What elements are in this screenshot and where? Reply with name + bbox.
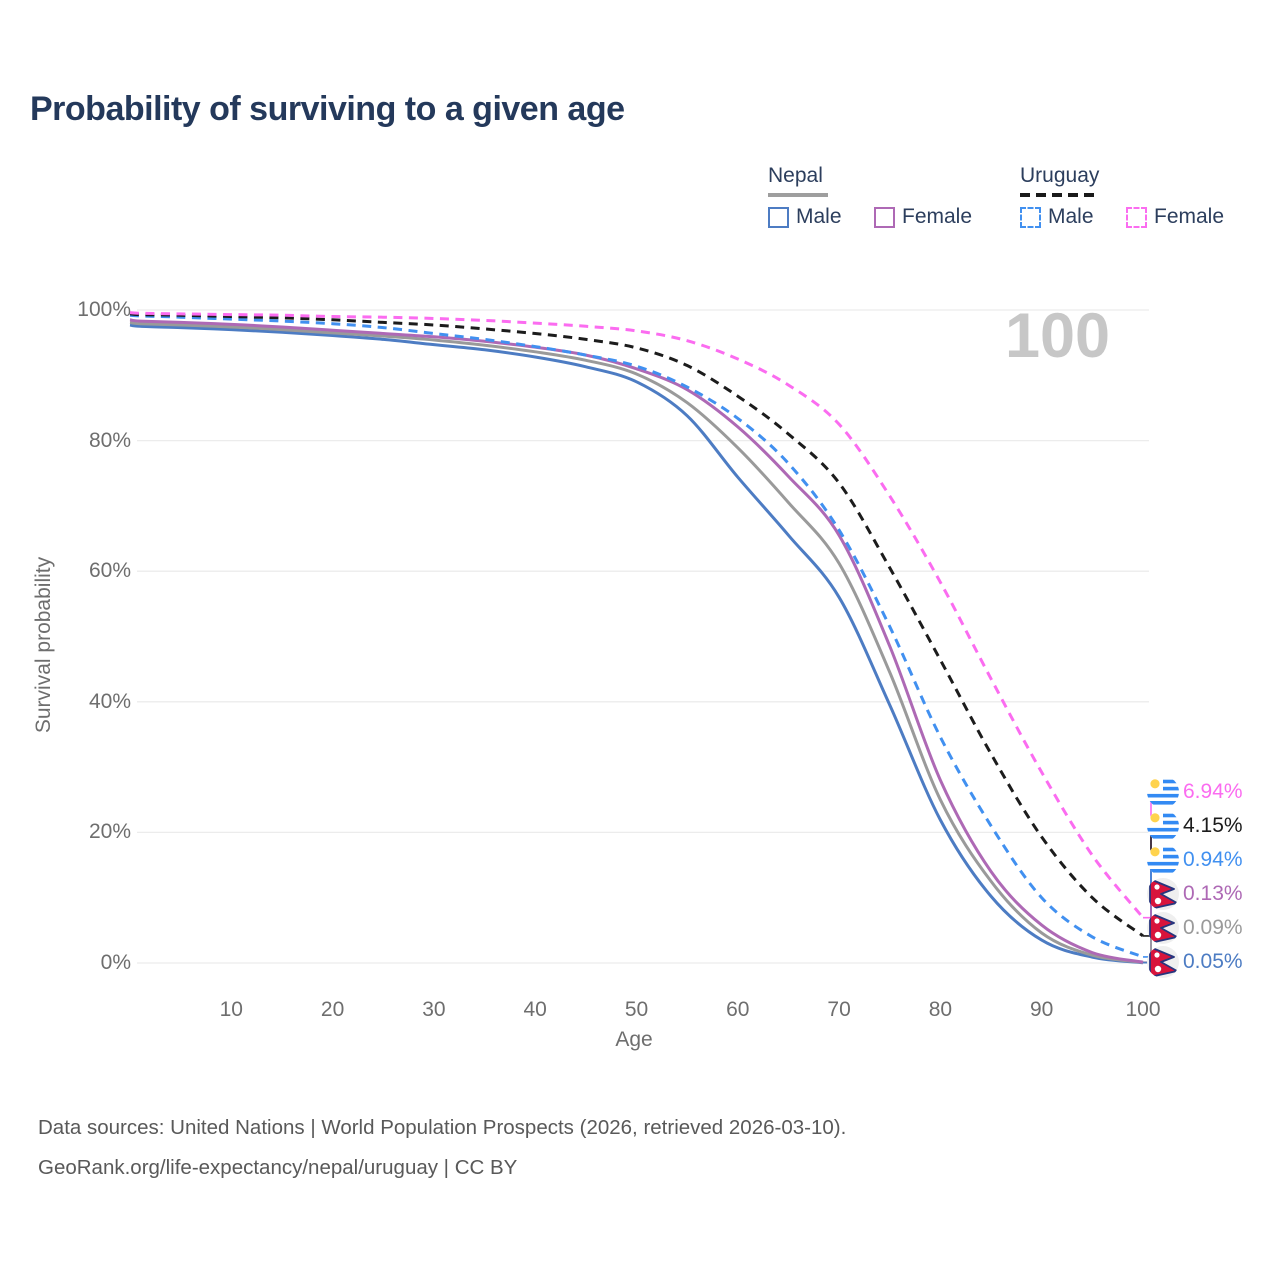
y-axis-tick-label: 60% <box>88 559 131 583</box>
legend-swatch-nepal-female <box>874 206 895 228</box>
legend-group-label-uruguay: Uruguay <box>1020 164 1100 187</box>
legend-item-label: Male <box>796 205 842 228</box>
nepal-flag-icon <box>1147 946 1179 978</box>
legend-item-nepal-female[interactable]: Female <box>874 205 972 229</box>
y-axis-tick-label: 100% <box>77 298 131 321</box>
legend-underline-uruguay <box>1020 193 1099 197</box>
x-axis-tick-label: 40 <box>523 998 547 1021</box>
legend-underline-nepal <box>768 193 828 197</box>
x-axis-title: Age <box>615 1028 653 1051</box>
y-axis-tick-label: 40% <box>88 689 131 713</box>
x-axis-tick-label: 80 <box>928 998 953 1021</box>
end-value-label: 4.15% <box>1183 814 1243 837</box>
footer: Data sources: United Nations | World Pop… <box>38 1108 846 1188</box>
y-axis-tick-label: 20% <box>88 820 131 844</box>
x-axis-tick-label: 90 <box>1030 998 1054 1021</box>
legend-item-uruguay-male[interactable]: Male <box>1020 205 1094 229</box>
series-line-nepal-female[interactable] <box>129 318 1144 964</box>
uruguay-flag-icon <box>1147 844 1179 876</box>
end-value-label: 0.13% <box>1183 882 1243 905</box>
end-value-label: 0.05% <box>1183 950 1243 973</box>
nepal-flag-icon <box>1147 912 1179 944</box>
uruguay-flag-icon <box>1147 776 1179 808</box>
watermark-age-label: 100 <box>1004 301 1111 371</box>
page-title: Probability of surviving to a given age <box>30 90 625 128</box>
attribution-line: GeoRank.org/life-expectancy/nepal/urugua… <box>38 1156 518 1179</box>
x-axis-tick-label: 60 <box>726 998 750 1021</box>
legend-item-label: Female <box>1154 205 1225 228</box>
x-axis-tick-label: 20 <box>320 998 345 1021</box>
nepal-flag-icon <box>1147 878 1179 910</box>
y-axis-tick-label: 80% <box>88 428 131 452</box>
x-axis-tick-label: 100 <box>1125 998 1161 1021</box>
end-label-connector <box>1143 859 1155 958</box>
legend-item-label: Female <box>902 205 973 228</box>
legend-group-label-nepal: Nepal <box>768 164 823 187</box>
series-line-nepal-male[interactable] <box>129 323 1144 965</box>
y-axis-tick-label: 0% <box>100 951 131 974</box>
legend-item-uruguay-female[interactable]: Female <box>1126 205 1224 229</box>
x-axis-tick-label: 50 <box>624 998 649 1021</box>
uruguay-flag-icon <box>1147 810 1179 842</box>
x-axis-tick-label: 30 <box>422 998 446 1021</box>
legend-swatch-nepal-male <box>768 206 789 228</box>
legend-swatch-uruguay-male <box>1020 206 1041 228</box>
legend-item-label: Male <box>1048 205 1094 228</box>
legend-swatch-uruguay-female <box>1126 206 1147 228</box>
end-value-label: 0.94% <box>1183 848 1243 871</box>
x-axis-tick-label: 70 <box>827 998 851 1021</box>
end-value-label: 0.09% <box>1183 916 1243 939</box>
series-line-nepal-both-sexes[interactable] <box>129 320 1144 964</box>
series-line-uruguay-both-sexes[interactable] <box>129 312 1144 938</box>
series-line-uruguay-female[interactable] <box>129 311 1145 919</box>
data-source-line: Data sources: United Nations | World Pop… <box>38 1116 847 1139</box>
end-value-label: 6.94% <box>1183 780 1243 803</box>
x-axis-tick-label: 10 <box>219 998 243 1021</box>
series-line-uruguay-male[interactable] <box>129 313 1144 959</box>
legend-item-nepal-male[interactable]: Male <box>768 205 842 229</box>
